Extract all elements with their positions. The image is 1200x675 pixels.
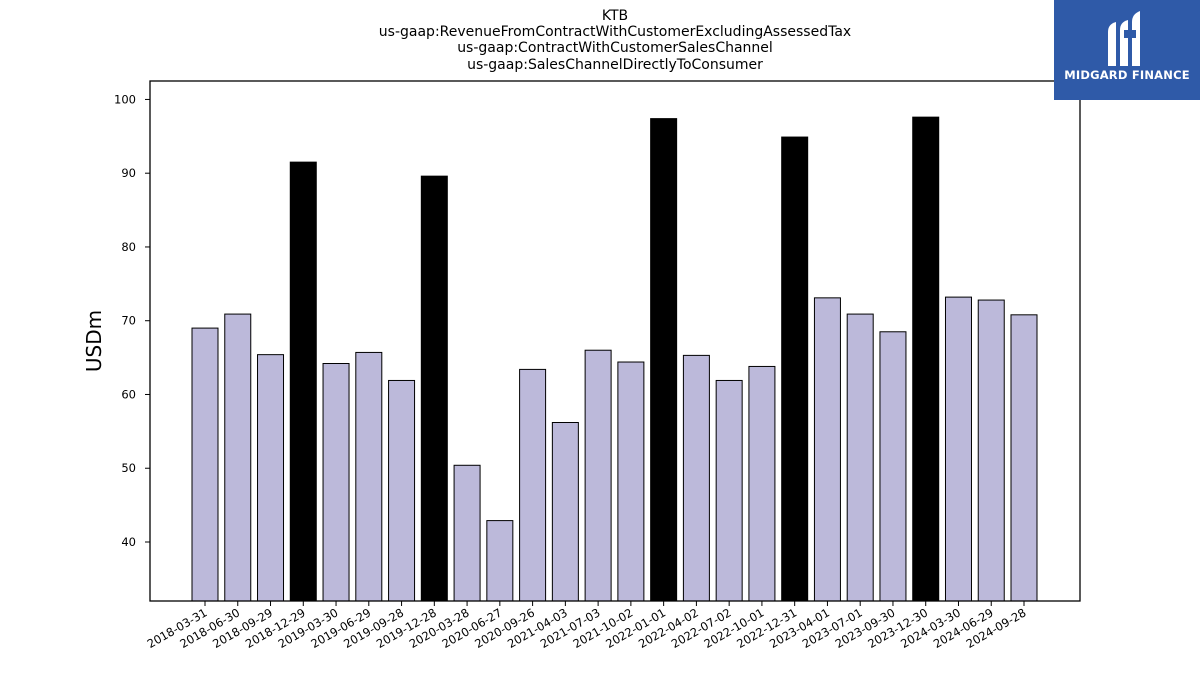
y-tick-label: 60 <box>121 387 136 401</box>
bar-2019-06-29 <box>355 351 383 602</box>
y-axis: 40 50 60 70 80 90 100 <box>114 92 150 549</box>
bar-2022-12-31 <box>781 136 809 602</box>
bar-2020-06-27 <box>486 520 514 602</box>
chart-title: KTB us-gaap:RevenueFromContractWithCusto… <box>379 8 851 73</box>
y-tick-label: 40 <box>121 535 136 549</box>
y-tick-label: 70 <box>121 314 136 328</box>
title-line-member: us-gaap:SalesChannelDirectlyToConsumer <box>467 57 763 73</box>
bar-series <box>191 116 1038 602</box>
bar-2018-12-29 <box>289 161 317 602</box>
bar-2020-03-28 <box>453 464 481 602</box>
brand-logo: MIDGARD FINANCE <box>1054 0 1200 100</box>
bar-2020-09-26 <box>519 368 547 602</box>
y-tick-label: 90 <box>121 166 136 180</box>
bar-2024-09-28 <box>1010 314 1038 602</box>
bar-2023-07-01 <box>846 313 874 602</box>
bar-2021-10-02 <box>617 361 645 602</box>
bar-2021-07-03 <box>584 349 612 602</box>
y-axis-label: USDm <box>82 310 106 372</box>
bar-2023-04-01 <box>813 297 841 602</box>
bar-2023-12-30 <box>912 116 940 602</box>
y-tick-label: 100 <box>114 92 136 106</box>
plot-frame <box>149 80 1081 602</box>
bar-2019-12-28 <box>420 175 448 602</box>
bar-2022-04-02 <box>682 354 710 602</box>
bar-2022-01-01 <box>650 118 678 602</box>
bar-2023-09-30 <box>879 331 907 602</box>
midgard-logo-icon <box>1108 11 1140 66</box>
brand-name: MIDGARD FINANCE <box>1064 68 1190 82</box>
bar-2024-06-29 <box>977 299 1005 602</box>
title-line-concept: us-gaap:RevenueFromContractWithCustomerE… <box>379 24 851 40</box>
x-axis: 2018-03-312018-06-302018-09-292018-12-29… <box>145 601 1029 651</box>
bar-2021-04-03 <box>551 422 579 602</box>
bar-2019-03-30 <box>322 363 350 602</box>
y-tick-label: 50 <box>121 461 136 475</box>
y-tick-label: 80 <box>121 240 136 254</box>
bar-2022-10-01 <box>748 365 776 602</box>
bar-2022-07-02 <box>715 379 743 602</box>
bar-2018-09-29 <box>257 354 285 602</box>
title-line-axis: us-gaap:ContractWithCustomerSalesChannel <box>457 40 773 56</box>
bar-2018-03-31 <box>191 327 219 602</box>
bar-2018-06-30 <box>224 313 252 602</box>
title-line-ticker: KTB <box>602 8 628 24</box>
bar-2019-09-28 <box>388 379 416 602</box>
bar-2024-03-30 <box>944 296 972 602</box>
